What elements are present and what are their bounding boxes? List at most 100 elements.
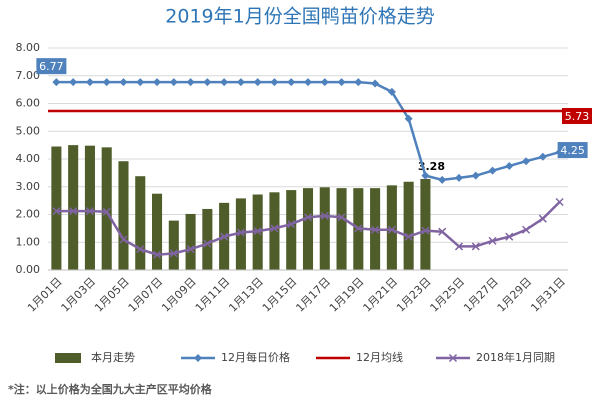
legend-label: 12月每日价格: [221, 350, 290, 364]
bar: [420, 178, 431, 270]
bar: [386, 185, 397, 270]
marker: [194, 354, 202, 362]
x-tick-label: 1月05日: [92, 275, 132, 315]
marker: [69, 78, 78, 87]
marker: [354, 78, 363, 87]
x-tick-label: 1月29日: [495, 275, 535, 315]
marker: [505, 161, 514, 170]
value-label: 4.25: [560, 144, 585, 157]
marker: [421, 226, 430, 235]
x-tick-label: 1月27日: [461, 275, 501, 315]
chart-title: 2019年1月份全国鸭苗价格走势: [165, 6, 434, 28]
value-label-box: [562, 107, 592, 124]
marker: [454, 173, 463, 182]
marker: [102, 207, 111, 216]
marker: [169, 78, 178, 87]
bar: [302, 188, 314, 270]
x-tick-label: 1月23日: [394, 275, 434, 315]
marker: [371, 225, 380, 234]
marker: [438, 227, 447, 236]
y-tick-label: 1.00: [16, 235, 41, 248]
x-tick-label: 1月15日: [260, 275, 300, 315]
x-tick-label: 1月01日: [25, 275, 65, 315]
marker: [119, 235, 128, 244]
marker: [522, 225, 531, 234]
marker: [270, 78, 279, 87]
bar: [286, 190, 297, 270]
marker: [220, 232, 229, 241]
marker: [555, 197, 564, 207]
x-tick-label: 1月07日: [126, 275, 166, 315]
marker: [220, 78, 229, 87]
y-tick-label: 8.00: [16, 41, 41, 54]
marker: [404, 232, 413, 241]
marker: [169, 249, 178, 258]
marker: [522, 157, 531, 166]
marker: [136, 245, 145, 254]
bar: [118, 161, 129, 270]
marker: [438, 175, 447, 184]
bar: [168, 220, 179, 270]
value-label: 5.73: [565, 110, 590, 123]
marker: [52, 78, 61, 87]
marker: [471, 242, 480, 251]
y-tick-label: 0.00: [16, 263, 41, 276]
value-label-box: [557, 142, 588, 159]
bar: [135, 176, 146, 270]
marker: [421, 171, 430, 180]
footnote: *注：以上价格为全国九大主产区平均价格: [8, 382, 213, 396]
marker: [102, 78, 111, 87]
marker: [304, 78, 312, 87]
value-label-box: [36, 58, 67, 75]
y-tick-label: 6.00: [16, 97, 41, 110]
x-tick-label: 1月13日: [226, 275, 266, 315]
y-tick-label: 3.00: [16, 180, 41, 193]
marker: [320, 78, 329, 87]
marker: [203, 239, 212, 248]
marker: [488, 166, 497, 175]
marker: [85, 78, 94, 87]
bar: [68, 145, 79, 270]
y-tick-label: 4.00: [16, 152, 41, 165]
bar: [319, 187, 330, 270]
bar: [336, 188, 347, 270]
marker: [387, 225, 396, 234]
marker: [354, 224, 363, 233]
marker: [371, 79, 380, 88]
marker: [270, 224, 279, 233]
x-tick-label: 1月17日: [293, 275, 333, 315]
marker: [119, 78, 128, 87]
marker: [337, 213, 346, 222]
legend-label: 12月均线: [356, 350, 403, 364]
marker: [85, 207, 94, 216]
marker: [236, 78, 245, 87]
marker: [505, 232, 514, 241]
y-tick-label: 2.00: [16, 208, 41, 221]
y-tick-label: 7.00: [16, 69, 41, 82]
marker: [153, 78, 162, 87]
marker: [236, 228, 245, 237]
bar: [269, 192, 280, 270]
marker: [203, 78, 212, 87]
x-tick-label: 1月31日: [528, 275, 568, 315]
legend-label: 本月走势: [91, 350, 135, 364]
x-tick-label: 1月03日: [59, 275, 99, 315]
marker: [454, 242, 463, 251]
marker: [448, 353, 458, 363]
marker: [186, 245, 195, 254]
marker: [303, 213, 313, 222]
bar: [202, 208, 213, 270]
marker: [337, 78, 346, 87]
bar: [403, 181, 414, 270]
marker: [387, 87, 396, 96]
marker: [471, 171, 480, 180]
bar: [51, 146, 62, 270]
bar: [101, 147, 112, 270]
marker: [320, 211, 329, 220]
marker: [404, 114, 413, 123]
marker: [488, 236, 497, 245]
x-tick-label: 1月25日: [428, 275, 468, 315]
marker: [538, 214, 547, 223]
bar: [235, 198, 246, 270]
